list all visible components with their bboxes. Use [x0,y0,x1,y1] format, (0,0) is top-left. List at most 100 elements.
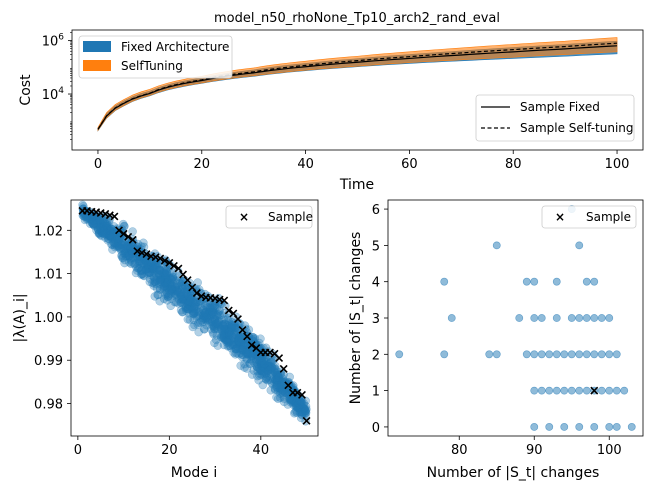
cloud-point [167,285,176,295]
cloud-point [156,277,165,286]
cloud-point [127,254,137,263]
cloud-point [274,373,284,382]
cloud-point [296,397,305,407]
cloud-point [93,224,103,233]
cloud-point [83,215,93,224]
x-tick-label: 80 [451,443,468,458]
cloud-point [261,374,271,384]
cloud-point [234,339,243,348]
changes-point [590,277,599,286]
cloud-point [184,300,194,309]
cloud-point [208,308,218,317]
cloud-point [242,349,252,358]
cloud-point [200,308,209,317]
cloud-point [121,244,131,253]
cloud-point [298,402,307,412]
cloud-point [155,265,165,275]
cloud-point [145,263,155,272]
cloud-point [183,304,192,314]
cloud-point [247,351,257,360]
cloud-point [263,360,273,369]
cloud-point [161,291,170,300]
cloud-point [277,387,287,396]
cloud-point [189,315,198,325]
cloud-point [179,295,188,304]
cloud-point [234,323,244,332]
cloud-point [97,214,106,224]
cloud-point [268,365,277,375]
cloud-point [101,219,110,229]
cloud-point [238,341,248,351]
cloud-point [300,404,309,414]
cloud-point [198,314,208,323]
cloud-point [124,252,133,261]
y-tick-label: 106 [42,33,65,50]
cloud-point [167,284,177,293]
cloud-point [252,358,261,367]
cloud-point [118,253,127,262]
cloud-point [200,324,209,334]
cloud-point [272,375,281,385]
cloud-point [189,303,199,312]
cloud-point [225,328,234,338]
changes-point [492,350,501,359]
cloud-point [270,363,279,373]
sample-marker [183,276,192,285]
cloud-point [214,317,223,327]
cloud-point [256,369,265,379]
cloud-point [106,231,115,241]
cloud-point [106,230,116,239]
changes-legend-label: Sample [586,210,631,224]
cloud-point [105,228,115,238]
cloud-point [135,257,144,267]
cloud-point [223,325,232,334]
cloud-point [109,222,119,231]
cloud-point [88,216,97,225]
cloud-point [238,352,247,362]
cloud-point [278,389,288,398]
cloud-point [212,310,221,319]
cloud-point [104,222,114,231]
cloud-point [167,284,177,294]
cloud-point [259,361,269,370]
eigenvalue-legend: × Sample [225,205,313,229]
cloud-point [104,234,113,243]
cloud-point [227,326,236,336]
cloud-point [88,213,98,223]
cloud-point [183,315,193,324]
cloud-point [85,219,95,229]
cloud-point [173,287,183,296]
cloud-point [246,352,256,361]
cloud-point [117,250,127,260]
y-tick-label: 3 [372,312,380,327]
cloud-point [150,273,159,283]
cloud-point [98,222,108,231]
cloud-point [139,238,148,248]
cloud-point [203,315,212,325]
cloud-point [267,378,276,387]
cloud-point [228,341,238,350]
sample-marker [105,211,114,220]
cloud-point [181,289,191,299]
eigenvalue-chart-xlabel: Mode i [171,465,217,481]
cloud-point [85,211,94,221]
cloud-point [263,375,272,385]
changes-point [605,350,614,359]
cloud-point [98,228,107,238]
changes-point [537,350,546,359]
cloud-point [199,312,209,321]
cloud-point [163,296,172,305]
cloud-point [189,309,198,319]
cloud-point [276,382,285,391]
cloud-point [221,331,231,341]
cloud-point [301,408,311,417]
cloud-point [257,356,266,366]
sample-marker [174,264,183,273]
sample-marker [119,229,128,238]
cloud-point [224,330,234,339]
cloud-point [226,343,236,353]
cloud-point [296,407,305,417]
cloud-point [92,216,101,225]
cloud-point [91,217,101,226]
cloud-point [276,380,286,390]
